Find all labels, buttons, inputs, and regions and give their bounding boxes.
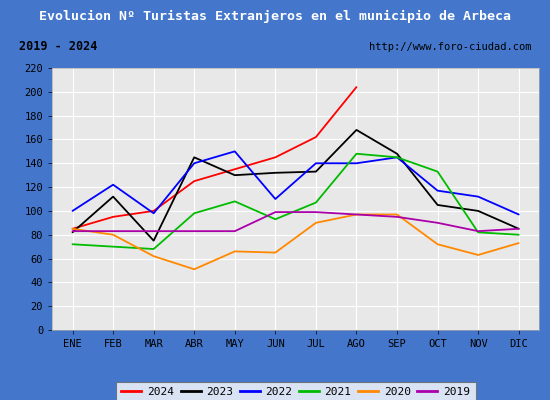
Legend: 2024, 2023, 2022, 2021, 2020, 2019: 2024, 2023, 2022, 2021, 2020, 2019 <box>116 382 476 400</box>
Text: 2019 - 2024: 2019 - 2024 <box>19 40 97 54</box>
Text: Evolucion Nº Turistas Extranjeros en el municipio de Arbeca: Evolucion Nº Turistas Extranjeros en el … <box>39 10 511 23</box>
Text: http://www.foro-ciudad.com: http://www.foro-ciudad.com <box>368 42 531 52</box>
